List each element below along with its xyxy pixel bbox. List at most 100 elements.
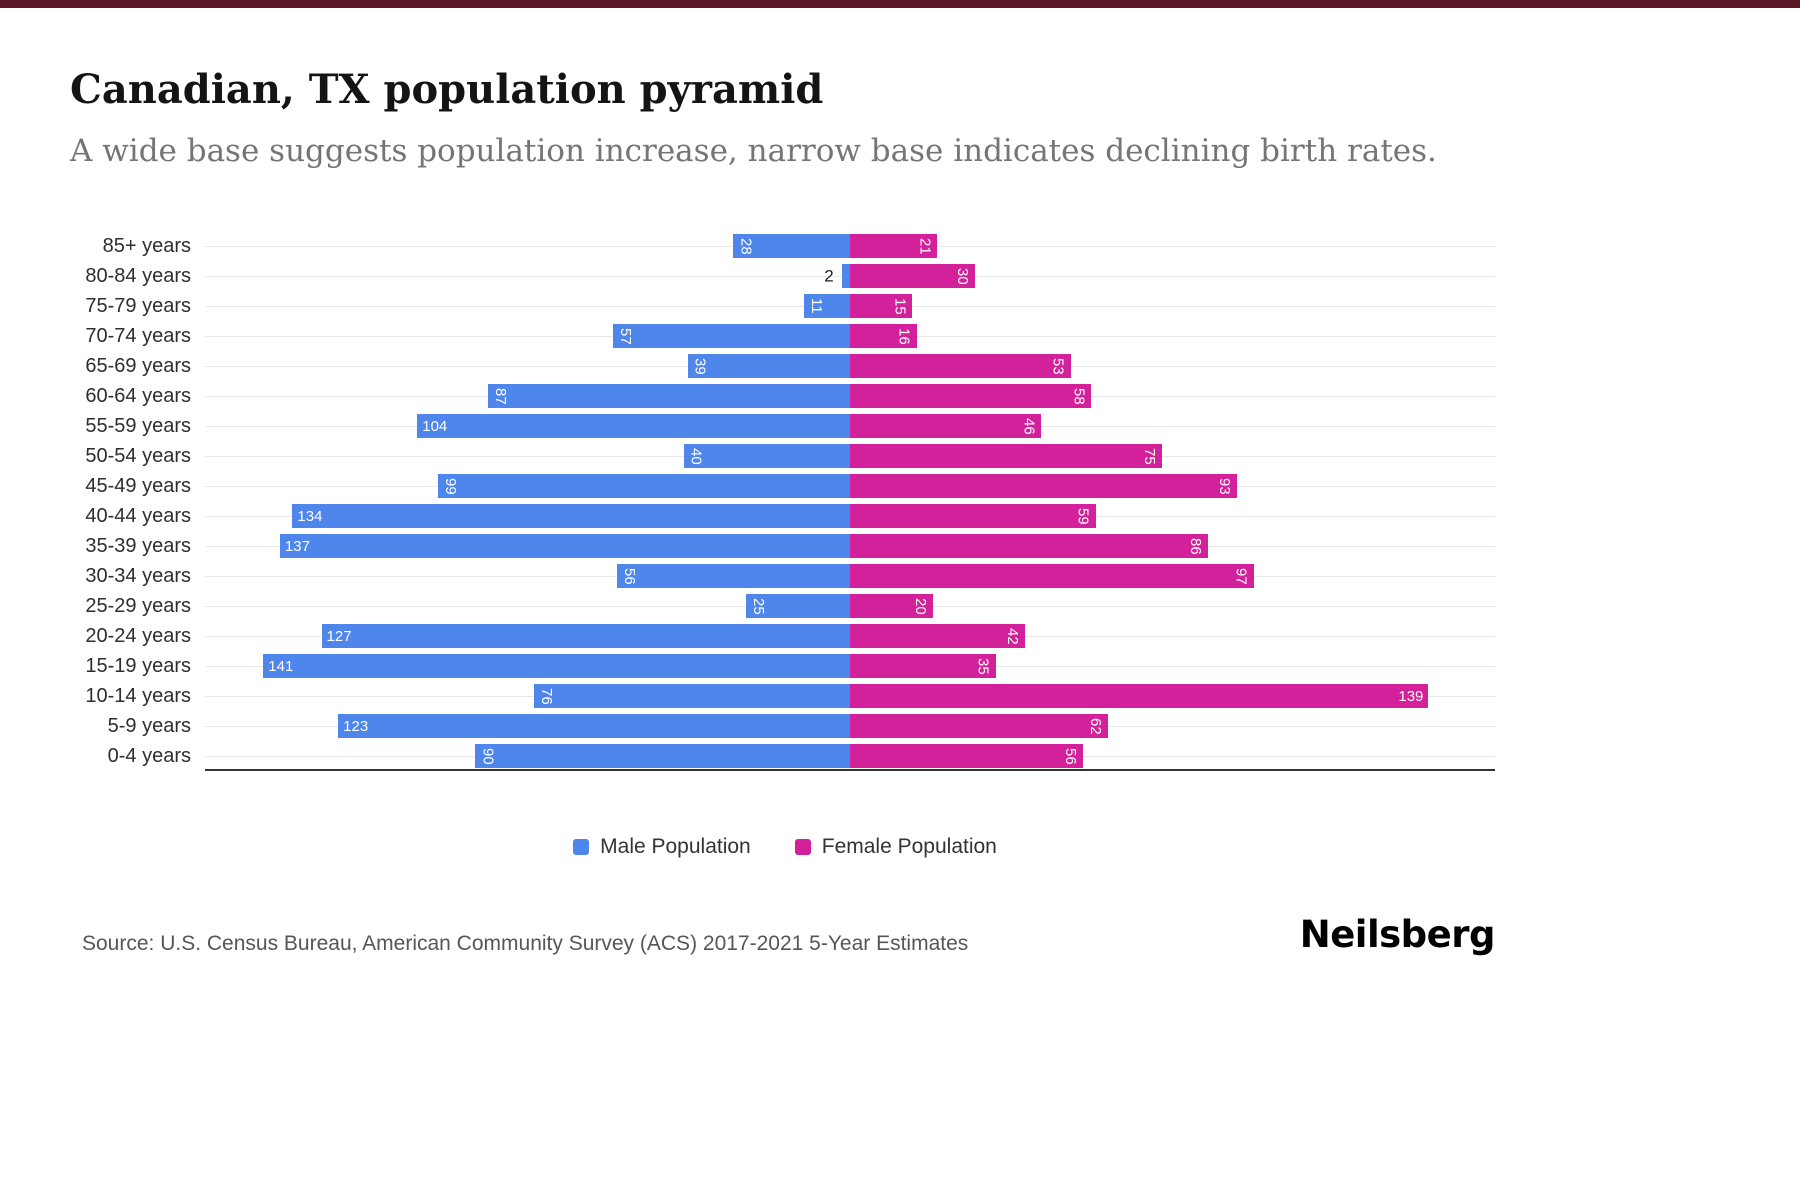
legend-swatch: [573, 839, 590, 855]
female-bar[interactable]: 16: [850, 324, 917, 348]
pyramid-row: 35-39 years 137 86: [65, 531, 1495, 561]
bar-value-label: 56: [1062, 747, 1080, 765]
bar-value-label: 21: [916, 237, 934, 255]
chart-legend: Male Population Female Population: [70, 835, 1500, 859]
female-bar[interactable]: 46: [850, 414, 1042, 438]
bar-value-label: 104: [422, 417, 448, 435]
bar-value-label: 90: [479, 747, 497, 765]
bar-value-label: 11: [808, 298, 826, 314]
female-bar[interactable]: 20: [850, 594, 934, 618]
plot-row: 141 35: [205, 651, 1495, 681]
bar-value-label: 58: [1070, 387, 1088, 405]
legend-item-male[interactable]: Male Population: [573, 835, 751, 859]
female-bar[interactable]: 58: [850, 384, 1092, 408]
male-bar[interactable]: 134: [292, 504, 850, 528]
bar-value-label: 40: [687, 447, 705, 465]
pyramid-row: 25-29 years 25 20: [65, 591, 1495, 621]
age-group-label: 40-44 years: [85, 504, 191, 527]
male-bar[interactable]: 104: [417, 414, 850, 438]
pyramid-row: 55-59 years 104 46: [65, 411, 1495, 441]
male-bar[interactable]: 57: [612, 324, 850, 348]
bar-value-label: 39: [691, 357, 709, 375]
plot-row: 127 42: [205, 621, 1495, 651]
legend-label: Male Population: [600, 835, 751, 858]
bar-value-label: 42: [1003, 627, 1021, 645]
age-group-label: 5-9 years: [107, 714, 191, 737]
age-group-label: 65-69 years: [85, 354, 191, 377]
bar-value-label: 46: [1020, 417, 1038, 435]
age-group-label: 10-14 years: [85, 684, 191, 707]
male-bar[interactable]: 90: [475, 744, 850, 768]
age-group-label: 75-79 years: [85, 294, 191, 317]
pyramid-row: 85+ years 28 21: [65, 231, 1495, 261]
male-bar[interactable]: 2: [824, 264, 850, 288]
male-bar[interactable]: 123: [338, 714, 850, 738]
bar-value-label: 25: [749, 597, 767, 615]
age-group-label: 35-39 years: [85, 534, 191, 557]
male-bar[interactable]: 39: [687, 354, 850, 378]
chart-footer: Source: U.S. Census Bureau, American Com…: [82, 913, 1496, 956]
bar-value-label: 35: [974, 657, 992, 675]
male-bar[interactable]: 11: [804, 294, 850, 318]
age-group-label: 25-29 years: [85, 594, 191, 617]
male-bar[interactable]: 87: [487, 384, 850, 408]
female-bar[interactable]: 97: [850, 564, 1254, 588]
bar-value-label: 76: [537, 687, 555, 705]
bar-value-label: 123: [343, 717, 369, 735]
male-bar[interactable]: 127: [321, 624, 850, 648]
male-bar[interactable]: 40: [683, 444, 850, 468]
female-bar[interactable]: 59: [850, 504, 1096, 528]
legend-swatch: [794, 839, 811, 855]
plot-row: 56 97: [205, 561, 1495, 591]
chart-subtitle: A wide base suggests population increase…: [70, 133, 1437, 169]
female-bar[interactable]: 139: [850, 684, 1429, 708]
male-bar[interactable]: 76: [533, 684, 850, 708]
bar-value-label: 99: [442, 477, 460, 495]
female-bar[interactable]: 56: [850, 744, 1084, 768]
bar-value-label: 57: [616, 327, 634, 345]
age-group-label: 20-24 years: [85, 624, 191, 647]
male-bar[interactable]: 25: [745, 594, 850, 618]
pyramid-row: 10-14 years 76 139: [65, 681, 1495, 711]
male-bar[interactable]: 56: [616, 564, 850, 588]
population-pyramid-chart: 85+ years 28 21 80-84 years 2 30 75-79 years 11…: [65, 231, 1495, 771]
plot-row: 90 56: [205, 741, 1495, 771]
bar-value-label: 62: [1087, 717, 1104, 735]
male-bar[interactable]: 99: [438, 474, 850, 498]
plot-row: 11 15: [205, 291, 1495, 321]
age-group-label: 50-54 years: [85, 444, 191, 467]
female-bar[interactable]: 75: [850, 444, 1163, 468]
female-bar[interactable]: 53: [850, 354, 1071, 378]
legend-item-female[interactable]: Female Population: [794, 835, 997, 859]
pyramid-row: 20-24 years 127 42: [65, 621, 1495, 651]
female-bar[interactable]: 42: [850, 624, 1025, 648]
male-bar[interactable]: 28: [733, 234, 850, 258]
pyramid-row: 75-79 years 11 15: [65, 291, 1495, 321]
chart-title: Canadian, TX population pyramid: [70, 66, 824, 113]
bar-value-label: 16: [895, 327, 913, 345]
age-group-label: 70-74 years: [85, 324, 191, 347]
age-group-label: 85+ years: [102, 234, 191, 257]
age-group-label: 45-49 years: [85, 474, 191, 497]
male-bar[interactable]: 141: [263, 654, 850, 678]
female-bar[interactable]: 93: [850, 474, 1237, 498]
plot-row: 134 59: [205, 501, 1495, 531]
female-bar[interactable]: 30: [850, 264, 975, 288]
bar-value-label: 56: [620, 567, 638, 585]
pyramid-row: 70-74 years 57 16: [65, 321, 1495, 351]
bar-value-label: 134: [297, 507, 323, 525]
female-bar[interactable]: 21: [850, 234, 938, 258]
female-bar[interactable]: 62: [850, 714, 1108, 738]
bar-value-label: 87: [491, 387, 509, 405]
age-group-label: 15-19 years: [85, 654, 191, 677]
bar-value-label: 15: [891, 297, 909, 315]
age-group-label: 80-84 years: [85, 264, 191, 287]
female-bar[interactable]: 35: [850, 654, 996, 678]
chart-page: Canadian, TX population pyramid A wide b…: [0, 8, 1800, 956]
female-bar[interactable]: 86: [850, 534, 1208, 558]
pyramid-row: 65-69 years 39 53: [65, 351, 1495, 381]
male-bar[interactable]: 137: [279, 534, 850, 558]
female-bar[interactable]: 15: [850, 294, 913, 318]
bar-value-label: 93: [1216, 477, 1233, 495]
legend-label: Female Population: [821, 835, 997, 858]
